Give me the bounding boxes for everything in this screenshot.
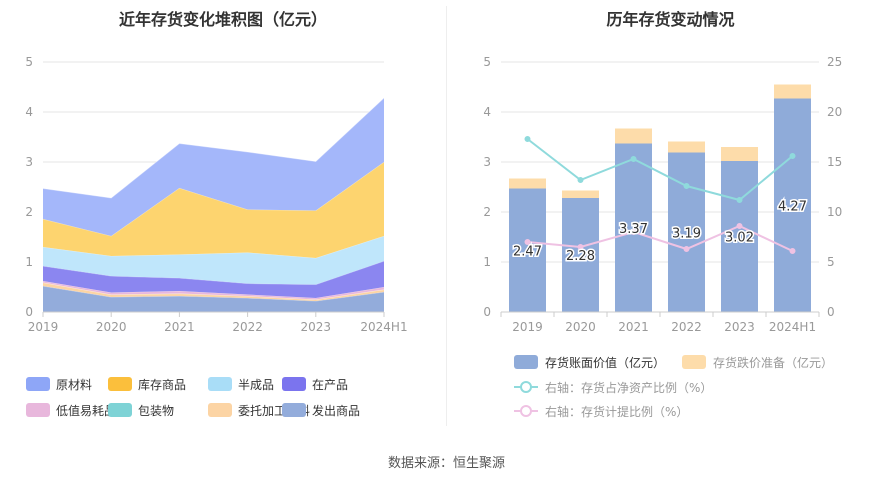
line-右轴：存货计提比例（%） (527, 224, 793, 252)
right-chart-canvas: 0 1 2 3 4 5 0 5 10 15 20 25 2019 2020 2021 2022 2023 2024… (483, 55, 842, 419)
line-point (736, 197, 743, 203)
bar-value-label: 3.02 (725, 231, 754, 246)
x-tick-label: 2023 (301, 320, 332, 334)
x-tick-label: 2022 (232, 320, 263, 334)
legend-label: 右轴：存货计提比例（%） (545, 404, 688, 419)
x-tick-label: 2023 (724, 320, 755, 334)
y-tick-label: 5 (25, 55, 33, 69)
x-tick-label: 2020 (565, 320, 596, 334)
legend-swatch-委托加工材料 (208, 403, 232, 417)
legend-label: 存货账面价值（亿元） (545, 355, 665, 370)
area-原材料 (43, 98, 384, 236)
bar-value-label: 2.47 (513, 244, 542, 259)
x-tick-label: 2020 (96, 320, 127, 334)
legend-label: 半成品 (238, 378, 274, 392)
legend-swatch-在产品 (282, 377, 306, 391)
y-right-tick-label: 5 (827, 255, 835, 269)
y-left-tick-label: 0 (483, 305, 491, 319)
line-point (577, 244, 584, 250)
legend-label: 在产品 (312, 378, 348, 392)
bar-impairment-provision (615, 128, 652, 144)
legend-swatch-impairment-provision (682, 355, 706, 369)
bar-value-label: 3.37 (619, 222, 648, 237)
legend-label: 低值易耗品 (56, 403, 116, 418)
area-半成品 (43, 236, 384, 285)
bar-impairment-provision (721, 147, 758, 161)
y-tick-label: 1 (25, 255, 33, 269)
y-right-tick-label: 15 (827, 155, 842, 169)
x-tick-label: 2019 (512, 320, 543, 334)
bar-inventory-value (721, 161, 758, 312)
bar-value-label: 4.27 (778, 199, 807, 214)
y-tick-label: 0 (25, 305, 33, 319)
line-point (630, 229, 637, 235)
bar-impairment-provision (668, 141, 705, 153)
inventory-stacked-area-chart: 近年存货变化堆积图（亿元） 0 1 2 3 4 5 2019 2020 2021 2022 2023… (0, 0, 446, 430)
legend-label: 发出商品 (312, 403, 360, 418)
legend-label: 存货跌价准备（亿元） (713, 355, 833, 370)
legend-line-marker (520, 405, 532, 417)
bar-inventory-value (615, 143, 652, 312)
area-在产品 (43, 261, 384, 298)
line-右轴：存货占净资产比例（%） (526, 138, 794, 202)
bar-inventory-value (509, 188, 546, 312)
y-right-tick-label: 25 (827, 55, 842, 69)
y-left-tick-label: 4 (483, 105, 491, 119)
bar-impairment-provision (509, 178, 546, 189)
line-point (736, 223, 743, 229)
legend-swatch-库存商品 (108, 377, 132, 391)
legend-swatch-原材料 (26, 377, 50, 391)
area-委托加工材料 (43, 282, 384, 301)
legend-swatch-低值易耗品 (26, 403, 50, 417)
left-chart-title: 近年存货变化堆积图（亿元） (118, 10, 327, 29)
legend-label: 库存商品 (138, 377, 186, 392)
legend-swatch-发出商品 (282, 403, 306, 417)
y-left-tick-label: 5 (483, 55, 491, 69)
bar-inventory-value (562, 198, 599, 312)
legend-label: 包装物 (138, 404, 174, 418)
legend-swatch-inventory-value (514, 355, 538, 369)
line-point (524, 136, 531, 142)
x-tick-label: 2019 (28, 320, 59, 334)
y-tick-label: 2 (25, 205, 33, 219)
inventory-change-bar-chart: 历年存货变动情况 0 1 2 3 4 5 0 5 10 15 20 25 2019 2020 2021 202… (448, 0, 893, 430)
line-point (524, 239, 531, 245)
area-库存商品 (43, 162, 384, 258)
bar-value-label: 2.28 (566, 249, 595, 264)
x-tick-label: 2021 (164, 320, 195, 334)
data-source-footer: 数据来源：恒生聚源 (387, 456, 505, 471)
legend-label: 右轴：存货占净资产比例（%） (545, 380, 712, 395)
y-tick-label: 4 (25, 105, 33, 119)
line-point (683, 183, 690, 189)
panel-divider (446, 6, 447, 426)
y-right-tick-label: 10 (827, 205, 842, 219)
legend-label: 原材料 (56, 378, 92, 392)
left-chart-canvas: 0 1 2 3 4 5 2019 2020 2021 2022 2023 2024H1 原材料 库存商品 半… (25, 55, 407, 418)
y-right-tick-label: 20 (827, 105, 842, 119)
y-left-tick-label: 2 (483, 205, 491, 219)
bar-impairment-provision (562, 190, 599, 198)
line-point (789, 153, 796, 159)
area-edge-原材料 (42, 97, 385, 199)
line-point (577, 177, 584, 183)
legend-swatch-半成品 (208, 377, 232, 391)
y-left-tick-label: 1 (483, 255, 491, 269)
line-point (683, 246, 690, 252)
x-tick-label: 2021 (618, 320, 649, 334)
area-发出商品 (43, 286, 384, 312)
bar-impairment-provision (774, 84, 811, 99)
line-point (789, 248, 796, 254)
legend-swatch-包装物 (108, 403, 132, 417)
y-left-tick-label: 3 (483, 155, 491, 169)
x-tick-label: 2022 (671, 320, 702, 334)
y-tick-label: 3 (25, 155, 33, 169)
x-tick-label: 2024H1 (769, 320, 816, 334)
right-chart-title: 历年存货变动情况 (606, 10, 735, 29)
legend-line-marker (520, 381, 532, 393)
x-tick-label: 2024H1 (360, 320, 407, 334)
line-point (630, 156, 637, 162)
bar-inventory-value (774, 98, 811, 312)
y-right-tick-label: 0 (827, 305, 835, 319)
bar-value-label: 3.19 (672, 226, 701, 241)
